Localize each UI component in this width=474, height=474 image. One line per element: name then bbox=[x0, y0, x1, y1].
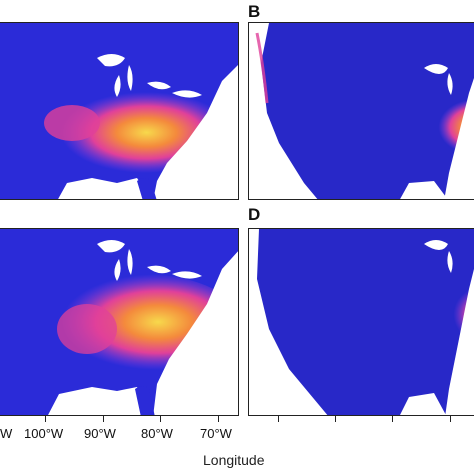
x-tick bbox=[160, 416, 161, 422]
heatmap-c bbox=[0, 229, 238, 415]
x-tick-label: W bbox=[0, 426, 13, 441]
panel-label-b: B bbox=[248, 2, 261, 21]
atlantic-ocean-a bbox=[153, 65, 238, 199]
x-tick bbox=[278, 416, 279, 422]
map-panel-c bbox=[0, 228, 239, 416]
x-tick bbox=[335, 416, 336, 422]
map-panel-a bbox=[0, 22, 239, 200]
map-panel-d bbox=[248, 228, 474, 416]
heatmap-a bbox=[0, 23, 238, 199]
x-tick bbox=[392, 416, 393, 422]
x-tick bbox=[45, 416, 46, 422]
great-lakes-c bbox=[97, 240, 202, 281]
x-axis-title: Longitude bbox=[203, 452, 265, 468]
x-tick bbox=[450, 416, 451, 422]
map-panel-b bbox=[248, 22, 474, 200]
x-tick-label: 90°W bbox=[84, 426, 116, 441]
x-tick-label: 70°W bbox=[200, 426, 232, 441]
panel-label-d: D bbox=[248, 205, 261, 224]
gulf-of-mexico-a bbox=[58, 178, 151, 199]
heatmap-b bbox=[249, 23, 474, 199]
great-lakes-a bbox=[97, 54, 202, 98]
x-tick-label: 80°W bbox=[141, 426, 173, 441]
heatmap-d bbox=[249, 229, 474, 415]
x-tick bbox=[103, 416, 104, 422]
x-tick-label: 100°W bbox=[24, 426, 64, 441]
x-tick bbox=[218, 416, 219, 422]
